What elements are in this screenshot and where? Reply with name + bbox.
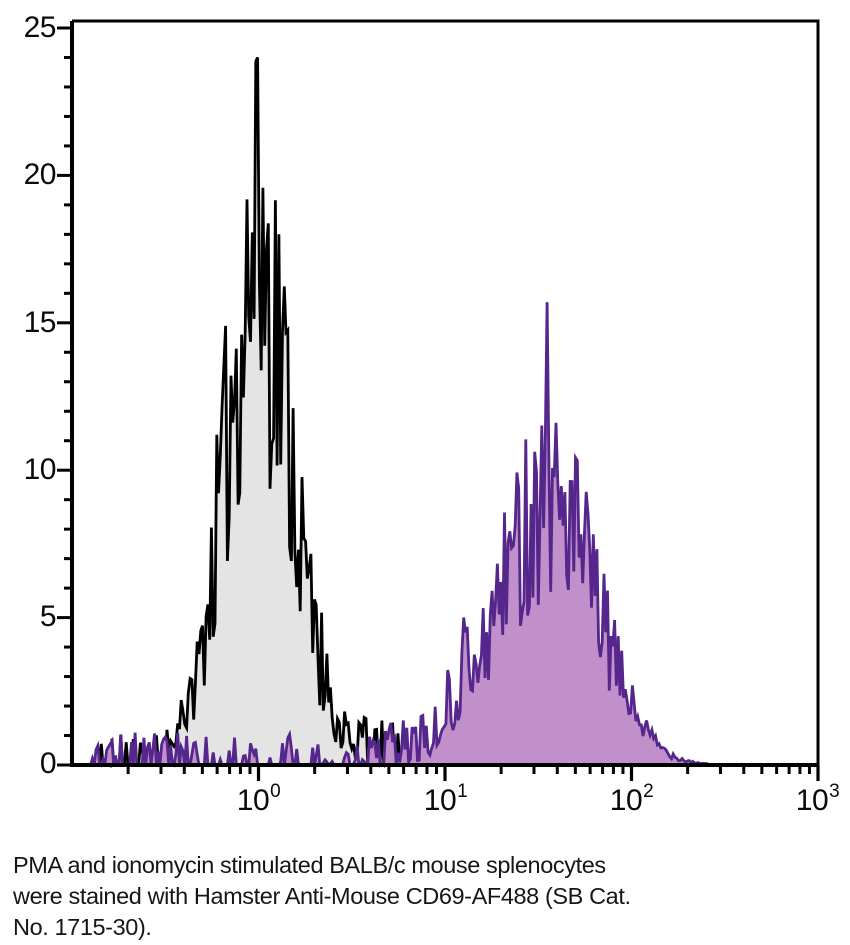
caption-line-2: were stained with Hamster Anti-Mouse CD6… — [13, 883, 631, 909]
y-tick-label-20: 20 — [23, 158, 57, 191]
x-tick-label-1e3: 103 — [795, 781, 840, 817]
y-tick-label-25: 25 — [23, 11, 57, 44]
caption-line-3: No. 1715-30). — [13, 914, 152, 940]
figure-caption: PMA and ionomycin stimulated BALB/c mous… — [13, 850, 803, 943]
y-tick-label-15: 15 — [23, 306, 57, 339]
series-unstained-control — [72, 56, 818, 769]
x-tick-label-1e1: 101 — [423, 781, 468, 817]
caption-line-1: PMA and ionomycin stimulated BALB/c mous… — [13, 852, 606, 878]
plot-frame-axes — [70, 21, 818, 767]
x-tick-label-1e2: 102 — [609, 781, 654, 817]
y-tick-label-10: 10 — [23, 453, 57, 486]
plot-frame-top-right — [72, 19, 820, 765]
y-tick-label-5: 5 — [39, 600, 57, 633]
x-tick-label-1e0: 100 — [236, 781, 281, 817]
series-cd69-af488-stained — [72, 302, 818, 769]
y-tick-label-0: 0 — [39, 747, 57, 780]
